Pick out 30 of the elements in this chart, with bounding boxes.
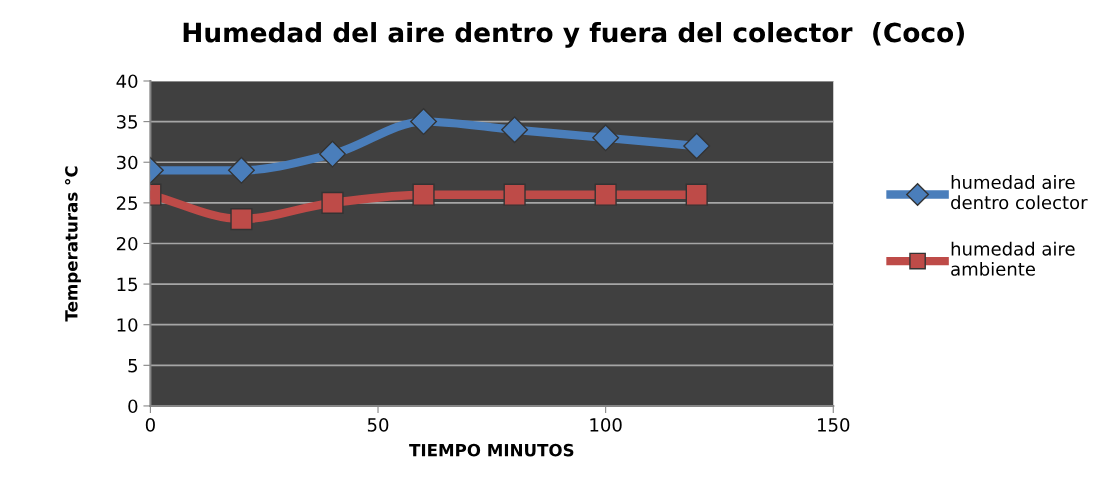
point <box>683 132 711 160</box>
y-tick-label: 0 <box>128 399 138 414</box>
y-axis-title: Temperaturas °C <box>64 166 81 322</box>
point <box>321 191 344 214</box>
y-tick-label: 15 <box>117 277 138 292</box>
point <box>227 156 255 184</box>
legend-label: humedad aire dentro colector <box>951 175 1088 210</box>
y-tick-label: 30 <box>116 155 138 170</box>
y-tick-label: 35 <box>116 115 138 129</box>
x-tick-label: 50 <box>367 418 389 432</box>
x-tick-label: 150 <box>818 418 850 432</box>
chart-title: Humedad del aire dentro y fuera del colector (Coco) <box>183 22 964 48</box>
y-tick-label: 5 <box>128 359 138 373</box>
point <box>503 183 526 206</box>
y-tick-label: 25 <box>116 196 138 210</box>
point <box>592 124 620 152</box>
point <box>319 140 346 168</box>
point <box>594 183 617 206</box>
legend-label: humedad aire ambiente <box>951 241 1075 276</box>
y-tick-label: 20 <box>116 236 138 251</box>
point <box>412 183 435 206</box>
y-tick-label: 10 <box>117 318 138 332</box>
point <box>685 183 708 206</box>
y-tick-label: 40 <box>116 74 138 89</box>
x-axis-title: TIEMPO MINUTOS <box>409 443 574 457</box>
point <box>410 108 438 136</box>
x-tick-label: 0 <box>145 418 155 432</box>
x-tick-label: 100 <box>590 418 622 432</box>
point <box>230 207 253 231</box>
point <box>501 116 529 144</box>
